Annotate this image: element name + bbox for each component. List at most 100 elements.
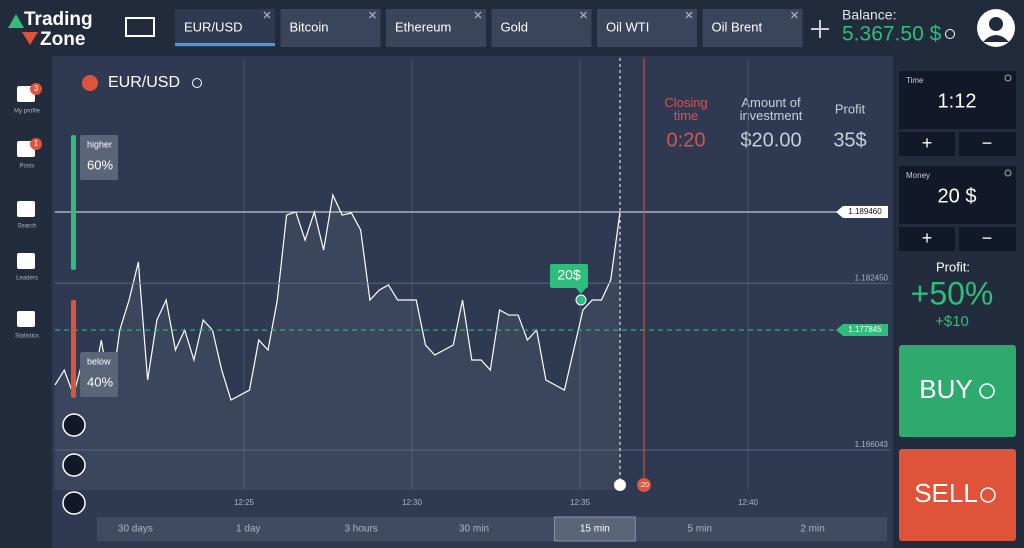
x-tick-label: 12:40 bbox=[738, 498, 759, 507]
expiry-dot bbox=[614, 479, 626, 491]
balance-label: Balance: bbox=[842, 7, 896, 23]
timeframe[interactable]: 1 day bbox=[236, 524, 260, 535]
timeframe[interactable]: 2 min bbox=[800, 524, 824, 535]
profit-amount: +$10 bbox=[935, 313, 969, 330]
sentiment-value: 40% bbox=[87, 374, 113, 389]
plus-label[interactable]: + bbox=[922, 228, 933, 248]
timeframe[interactable]: 30 min bbox=[459, 524, 489, 535]
plus-button[interactable] bbox=[899, 132, 955, 156]
logo-icon bbox=[22, 32, 38, 45]
below-bar bbox=[71, 300, 76, 398]
panel-box bbox=[899, 166, 1016, 224]
tab[interactable] bbox=[175, 9, 275, 47]
info-value: 35$ bbox=[833, 129, 866, 151]
tab-close[interactable] bbox=[791, 11, 798, 19]
dropdown[interactable] bbox=[945, 29, 955, 39]
tool-button[interactable] bbox=[62, 491, 86, 515]
profit-value: +50% bbox=[911, 275, 994, 311]
sidebar-icon[interactable] bbox=[17, 201, 35, 217]
balance-value: 5.367.50 $ bbox=[842, 23, 942, 46]
add-tab[interactable] bbox=[811, 20, 829, 38]
panel-value: 20 $ bbox=[938, 185, 977, 207]
badge bbox=[30, 138, 42, 150]
tab-label[interactable]: Oil Brent bbox=[712, 19, 763, 34]
sell-icon bbox=[980, 487, 996, 503]
close-asset[interactable] bbox=[82, 75, 98, 91]
trade-marker-label: 20$ bbox=[557, 267, 581, 283]
badge bbox=[30, 83, 42, 95]
tab[interactable] bbox=[702, 9, 803, 47]
sentiment-box bbox=[80, 352, 118, 397]
logo-text: Trading bbox=[24, 9, 93, 30]
badge-count: 3 bbox=[34, 84, 39, 93]
x-tick-label: 12:35 bbox=[570, 498, 591, 507]
info-value: $20.00 bbox=[740, 129, 801, 151]
buy-icon bbox=[979, 383, 995, 399]
y-tick-label: 1.189460 bbox=[848, 207, 882, 216]
sidebar-icon[interactable] bbox=[17, 311, 35, 327]
plus-button[interactable] bbox=[899, 227, 955, 251]
sidebar-label[interactable]: Statistics bbox=[15, 334, 39, 340]
tab-underline bbox=[175, 43, 275, 46]
tab-label[interactable]: Bitcoin bbox=[290, 19, 329, 34]
sell-button[interactable] bbox=[899, 449, 1016, 541]
minus-button[interactable] bbox=[959, 227, 1016, 251]
tab[interactable] bbox=[280, 9, 381, 47]
timeframe[interactable]: 30 days bbox=[118, 524, 153, 535]
info-label: Profit bbox=[835, 101, 866, 116]
info-value: 0:20 bbox=[667, 129, 706, 151]
tab-close[interactable] bbox=[580, 11, 587, 19]
minus-button[interactable] bbox=[959, 132, 1016, 156]
timeframe[interactable]: 15 min bbox=[580, 524, 610, 535]
tab-close[interactable] bbox=[474, 11, 482, 19]
tab[interactable] bbox=[597, 9, 697, 47]
asset-name: EUR/USD bbox=[108, 74, 180, 91]
sell-label[interactable]: SELL bbox=[914, 478, 978, 508]
tab-close[interactable] bbox=[263, 11, 271, 19]
panel-label: Money bbox=[906, 171, 930, 180]
badge-count: 1 bbox=[34, 139, 39, 148]
sidebar-label[interactable]: My profile bbox=[14, 109, 41, 115]
trade-marker bbox=[550, 264, 588, 288]
minus-label[interactable]: − bbox=[982, 133, 993, 153]
tool-button[interactable] bbox=[62, 413, 86, 437]
sentiment-value: 60% bbox=[87, 157, 113, 172]
sidebar-label[interactable]: Leaders bbox=[16, 276, 38, 282]
asset-dropdown[interactable] bbox=[192, 78, 202, 88]
tab-label[interactable]: Ethereum bbox=[395, 19, 451, 34]
buy-label[interactable]: BUY bbox=[919, 374, 972, 404]
timeframe[interactable]: 3 hours bbox=[344, 524, 377, 535]
y-tick-label: 1.182450 bbox=[855, 273, 889, 282]
tab-close[interactable] bbox=[685, 11, 693, 19]
info-icon bbox=[1004, 169, 1012, 177]
sentiment-box bbox=[80, 135, 118, 180]
tab[interactable] bbox=[386, 9, 486, 47]
tab-label[interactable]: EUR/USD bbox=[184, 19, 243, 34]
info-label: Closing time bbox=[664, 95, 707, 123]
x-tick-label: 12:30 bbox=[402, 498, 423, 507]
panel-box bbox=[899, 71, 1016, 129]
info-icon bbox=[1004, 74, 1012, 82]
plus-label[interactable]: + bbox=[922, 133, 933, 153]
tab-label[interactable]: Gold bbox=[501, 19, 528, 34]
sidebar-icon[interactable] bbox=[17, 253, 35, 269]
close-dot bbox=[637, 478, 651, 492]
timeframe[interactable]: 5 min bbox=[687, 524, 711, 535]
higher-bar bbox=[71, 135, 76, 270]
sidebar-label[interactable]: Posts bbox=[19, 164, 34, 170]
tab-label[interactable]: Oil WTI bbox=[606, 19, 649, 34]
countdown: :20 bbox=[639, 482, 649, 489]
tool-button[interactable] bbox=[62, 453, 86, 477]
buy-button[interactable] bbox=[899, 345, 1016, 437]
timeframe-bar bbox=[97, 517, 887, 541]
minus-label[interactable]: − bbox=[982, 228, 993, 248]
sidebar-label[interactable]: Search bbox=[17, 224, 36, 230]
y-tick-label: 1.166043 bbox=[855, 440, 889, 449]
screen-icon bbox=[125, 17, 155, 37]
tab-close[interactable] bbox=[369, 11, 376, 19]
profit-label: Profit: bbox=[936, 259, 970, 274]
panel-value: 1:12 bbox=[938, 90, 977, 112]
y-tick-label: 1.177845 bbox=[848, 325, 882, 334]
panel-label: Time bbox=[906, 76, 924, 85]
tab[interactable] bbox=[491, 9, 592, 47]
